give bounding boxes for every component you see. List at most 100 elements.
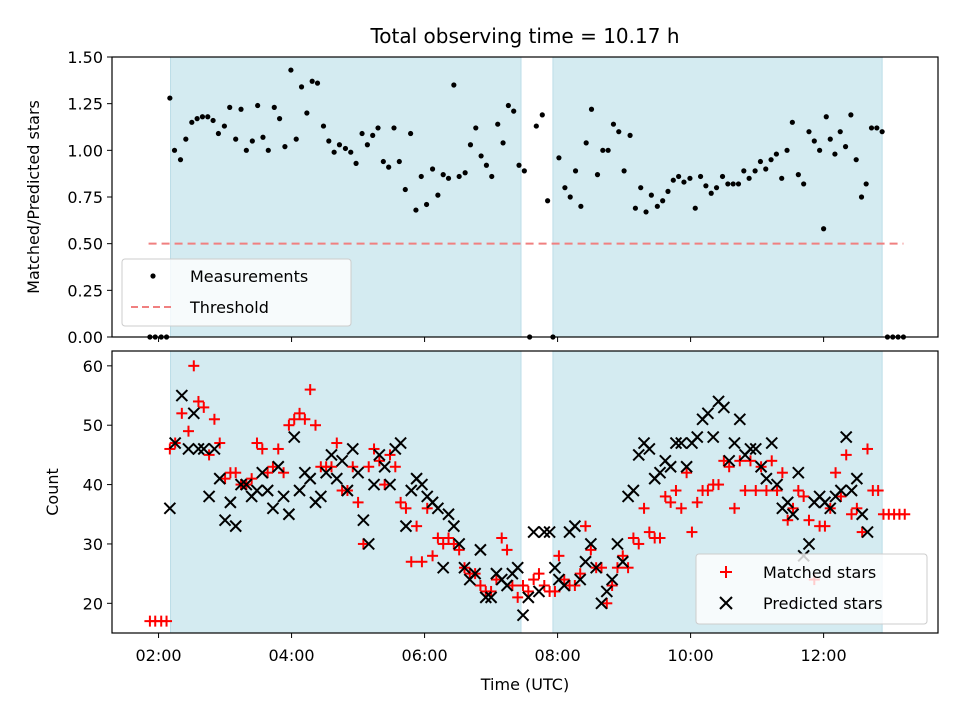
matched-stars-point	[485, 585, 497, 597]
matched-stars-point	[182, 425, 194, 437]
top-observing-window-2	[552, 56, 883, 338]
matched-stars-point	[601, 597, 613, 609]
x-tick-label: 04:00	[269, 646, 315, 665]
matched-stars-point	[522, 585, 534, 597]
matched-stars-point	[203, 449, 215, 461]
top-y-tick-label: 0.75	[67, 188, 103, 207]
matched-stars-point	[728, 502, 740, 514]
measurement-point	[735, 181, 742, 187]
predicted-stars-point	[632, 448, 645, 462]
measurement-point	[660, 198, 666, 204]
matched-stars-point	[792, 485, 804, 497]
matched-stars-point	[638, 502, 650, 514]
matched-stars-point	[533, 568, 545, 580]
matched-stars-point	[192, 395, 204, 407]
matched-stars-point	[633, 538, 645, 550]
legend-matched-label: Matched stars	[763, 563, 876, 582]
measurement-point	[768, 157, 774, 163]
predicted-stars-point	[234, 478, 248, 491]
predicted-stars-point	[447, 519, 461, 533]
predicted-stars-point	[573, 573, 587, 586]
measurement-point	[725, 181, 731, 187]
matched-stars-point	[474, 580, 486, 592]
predicted-stars-point	[824, 502, 837, 515]
predicted-stars-point	[616, 555, 629, 568]
matched-stars-point	[702, 485, 714, 497]
predicted-stars-point	[548, 561, 562, 574]
measurement-point	[773, 151, 779, 157]
measurement-point	[784, 147, 790, 153]
measurement-point	[874, 125, 880, 131]
matched-stars-point	[670, 485, 682, 497]
measurement-point	[521, 168, 527, 174]
matched-stars-point	[432, 532, 444, 544]
predicted-stars-point	[675, 436, 688, 450]
measurement-point	[817, 147, 823, 153]
measurement-point	[648, 192, 654, 198]
x-axis-label: Time (UTC)	[480, 675, 569, 694]
predicted-stars-point	[405, 484, 418, 497]
measurement-point	[326, 138, 332, 144]
predicted-stars-point	[733, 413, 747, 426]
predicted-stars-point	[229, 519, 242, 533]
predicted-stars-point	[722, 454, 736, 468]
measurement-point	[665, 188, 671, 194]
measurement-point	[199, 114, 206, 120]
bottom-panel-frame	[111, 350, 939, 634]
measurement-point	[413, 207, 419, 213]
matched-stars-point	[627, 532, 639, 544]
measurement-point	[567, 194, 573, 200]
matched-stars-point	[617, 550, 629, 562]
predicted-stars-point	[250, 484, 264, 497]
predicted-stars-point	[728, 436, 741, 450]
predicted-stars-point	[861, 525, 874, 539]
measurement-point	[183, 136, 189, 142]
bottom-y-axis-label: Count	[43, 468, 62, 516]
matched-stars-point	[421, 502, 433, 514]
measurement-point	[562, 185, 568, 191]
matched-stars-point	[622, 562, 634, 574]
matched-stars-point	[411, 520, 423, 532]
predicted-stars-point	[834, 484, 848, 497]
matched-stars-point	[496, 532, 508, 544]
matched-stars-point	[230, 467, 242, 479]
matched-stars-point	[574, 568, 586, 580]
matched-stars-point	[766, 455, 778, 467]
predicted-stars-point	[770, 478, 784, 491]
measurement-point	[314, 80, 321, 86]
matched-stars-point	[310, 419, 322, 431]
predicted-stars-point	[187, 407, 201, 420]
measurement-point	[795, 172, 801, 178]
matched-stars-point	[267, 461, 279, 473]
measurement-point	[177, 157, 184, 163]
measurement-point	[483, 162, 490, 168]
measurement-point	[697, 173, 704, 180]
measurement-point	[842, 144, 849, 150]
predicted-stars-point	[163, 502, 177, 515]
matched-stars-point	[862, 443, 874, 455]
predicted-stars-point	[351, 466, 365, 479]
bottom-legend-box	[695, 553, 928, 625]
predicted-stars-point	[383, 478, 397, 491]
measurement-point	[238, 106, 244, 112]
measurement-point	[801, 181, 807, 187]
matched-stars-point	[384, 449, 396, 461]
legend-predicted-marker	[719, 596, 733, 610]
predicted-stars-point	[378, 460, 391, 473]
measurement-point	[600, 147, 606, 153]
matched-stars-point	[665, 496, 677, 508]
predicted-stars-point	[558, 579, 571, 592]
measurement-point	[638, 185, 644, 191]
measurement-point	[730, 181, 736, 187]
matched-stars-point	[400, 502, 412, 514]
matched-stars-point	[611, 562, 623, 574]
measurement-point	[533, 123, 539, 129]
predicted-stars-point	[611, 537, 624, 551]
matched-stars-point	[373, 455, 385, 467]
matched-stars-point	[294, 407, 306, 419]
predicted-stars-point	[516, 608, 530, 622]
predicted-stars-point	[452, 537, 466, 551]
matched-stars-point	[347, 461, 359, 473]
measurement-point	[500, 140, 506, 146]
